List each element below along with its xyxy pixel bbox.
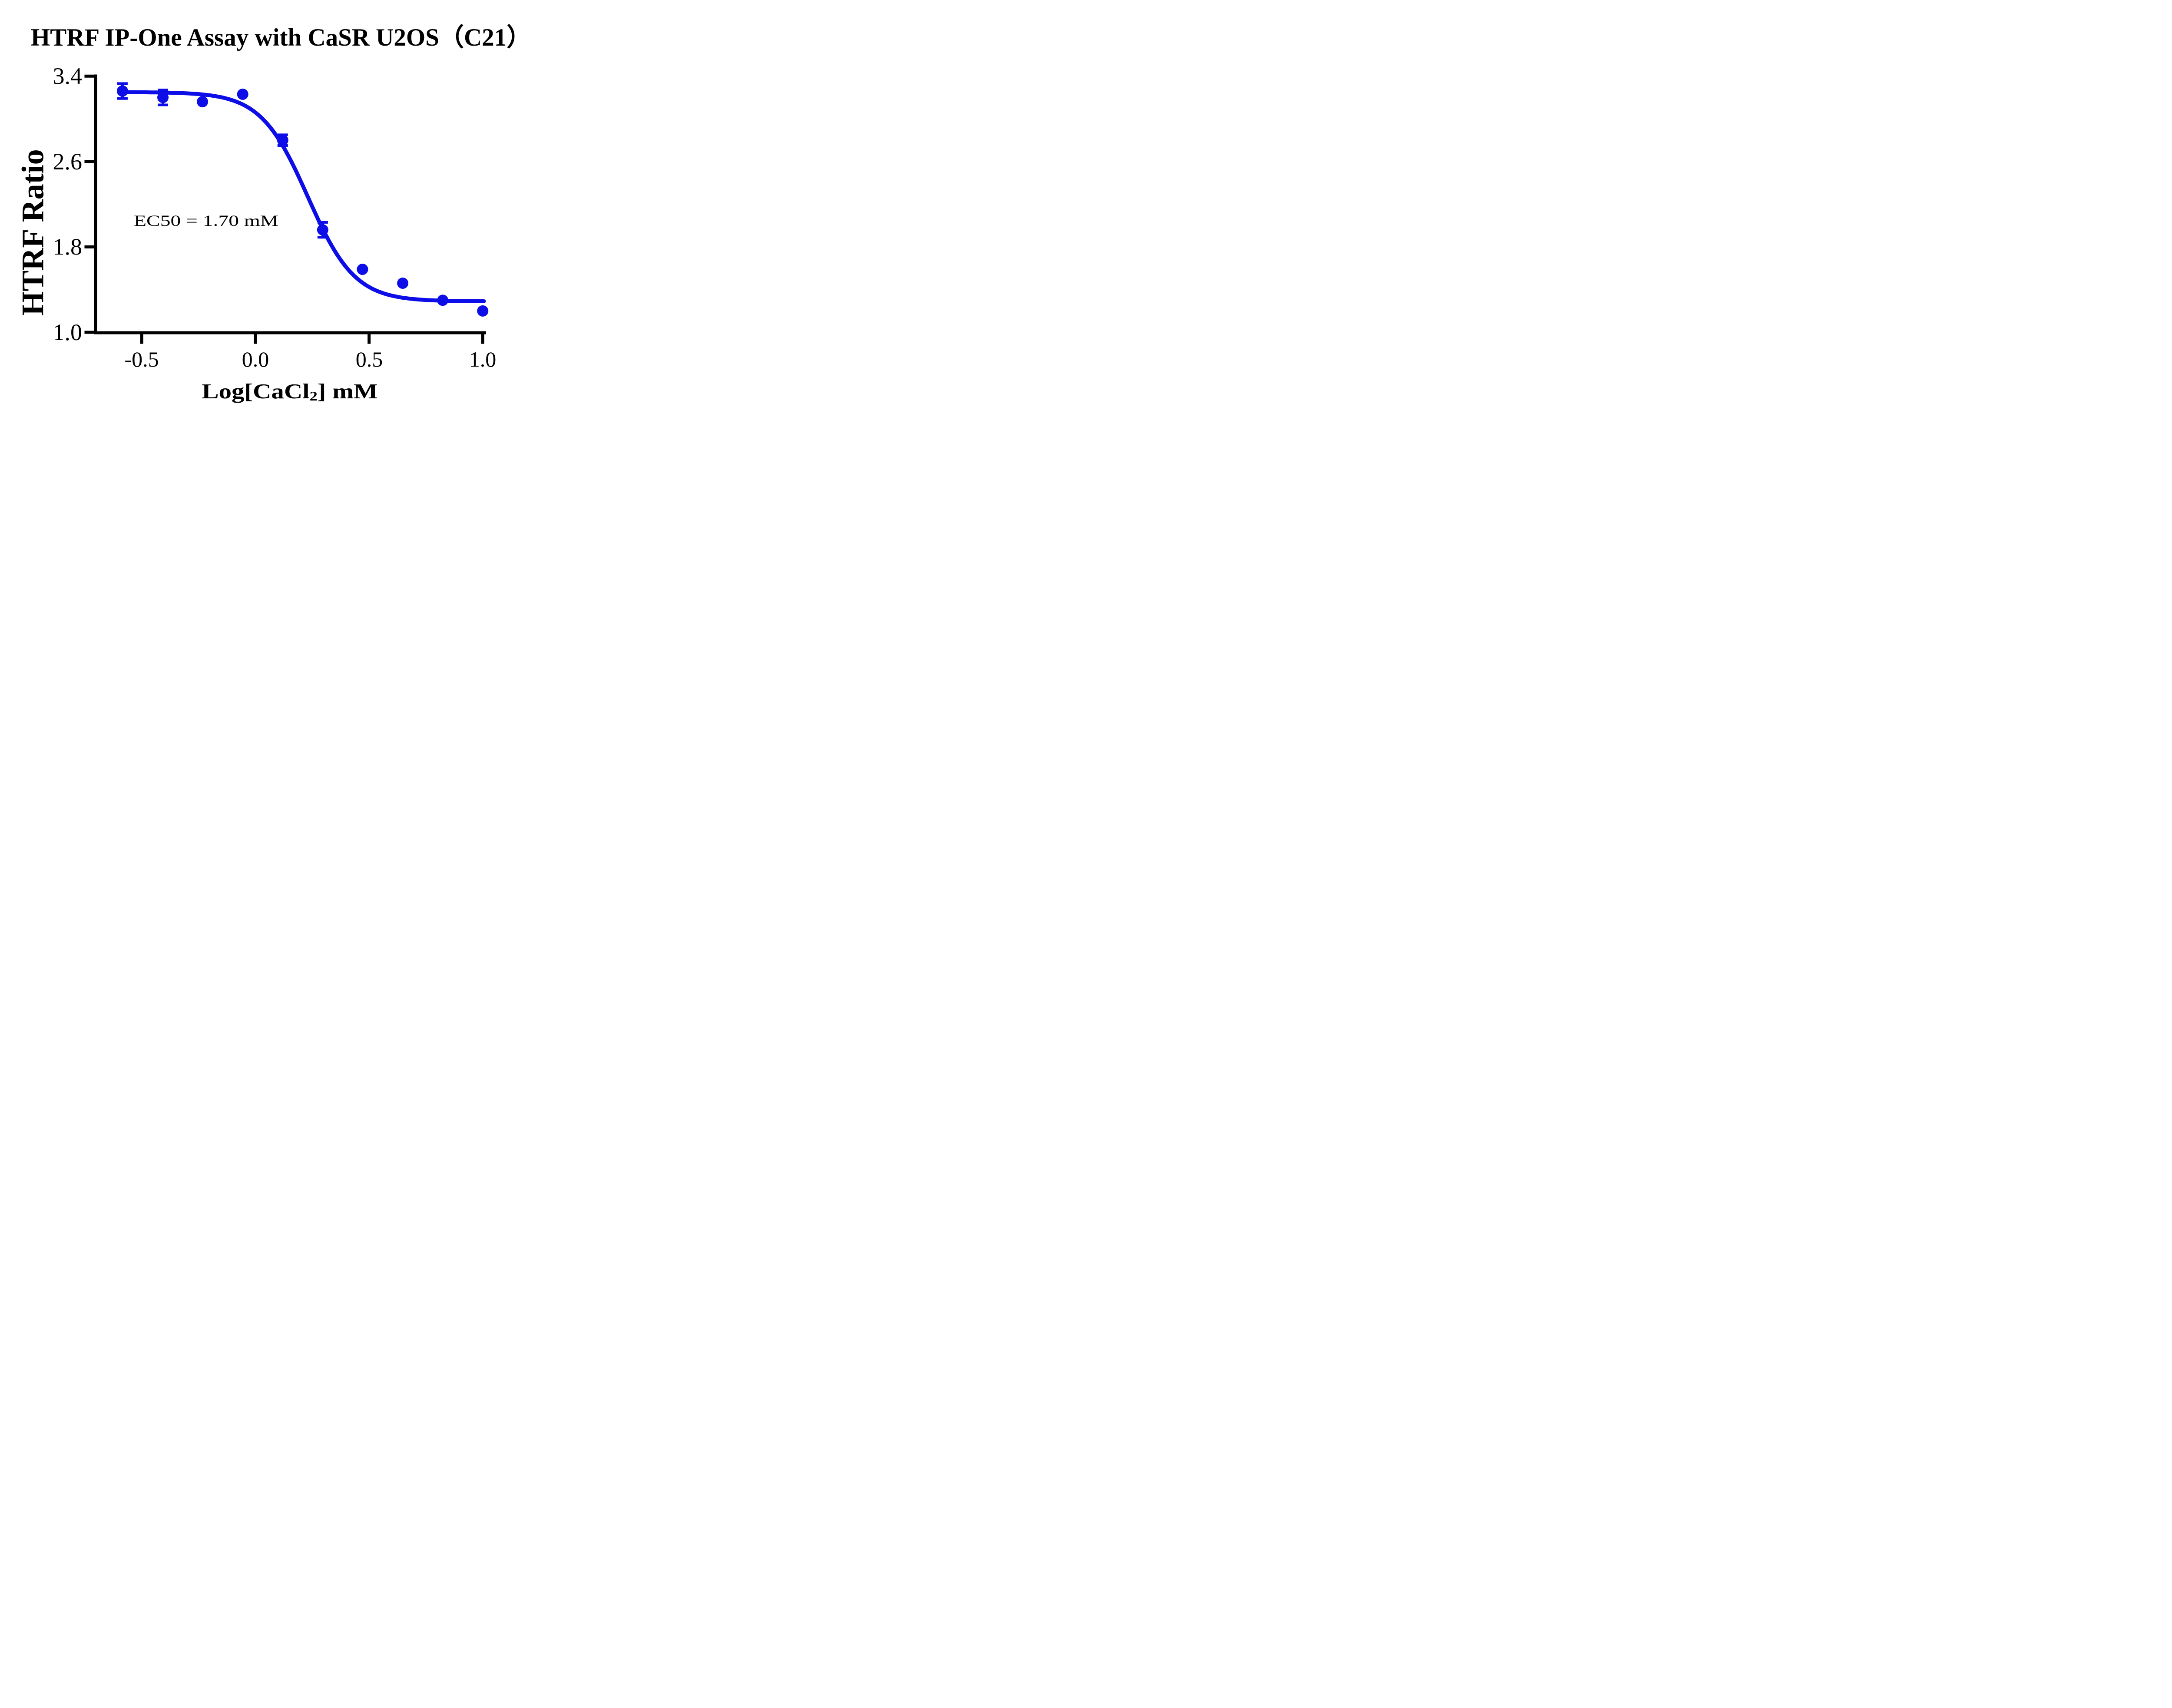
x-tick-label-0.0: 0.0 — [242, 347, 269, 371]
x-axis-title-subscript: 2 — [309, 389, 318, 404]
dose-response-curve — [120, 90, 486, 303]
data-point-marker — [317, 224, 328, 236]
x-axis-title: Log[CaCl2] mM — [0, 379, 562, 404]
ec50-annotation: EC50 = 1.70 mM — [134, 212, 279, 229]
data-point-marker — [116, 85, 128, 97]
data-point-marker — [277, 134, 288, 146]
data-point-marker — [237, 88, 248, 100]
x-tick-label-neg0.5: -0.5 — [124, 347, 159, 371]
data-point-marker — [357, 264, 368, 275]
data-point-marker — [437, 295, 449, 306]
data-point-marker — [477, 305, 489, 317]
x-tick-label-1.0: 1.0 — [469, 347, 497, 371]
y-tick-label-1.8: 1.8 — [53, 234, 83, 260]
y-tick-label-2.6: 2.6 — [53, 149, 83, 175]
axes — [84, 74, 486, 344]
plot-canvas — [84, 74, 489, 344]
data-point-marker — [197, 96, 209, 108]
y-axis-title: HTRF Ratio — [15, 149, 50, 316]
x-axis-title-unit: ] mM — [317, 379, 378, 403]
data-points — [116, 85, 489, 317]
data-point-marker — [397, 277, 409, 289]
y-tick-label-3.4: 3.4 — [53, 63, 83, 89]
data-point-marker — [157, 92, 169, 103]
fit-curve — [120, 90, 486, 303]
chart-title: HTRF IP-One Assay with CaSR U2OS（C21） — [30, 24, 532, 51]
y-tick-label-1.0: 1.0 — [53, 319, 83, 345]
x-tick-label-0.5: 0.5 — [355, 347, 383, 371]
x-axis-title-main: Log[CaCl — [202, 379, 310, 403]
chart-figure: HTRF IP-One Assay with CaSR U2OS（C21） HT… — [0, 0, 562, 427]
